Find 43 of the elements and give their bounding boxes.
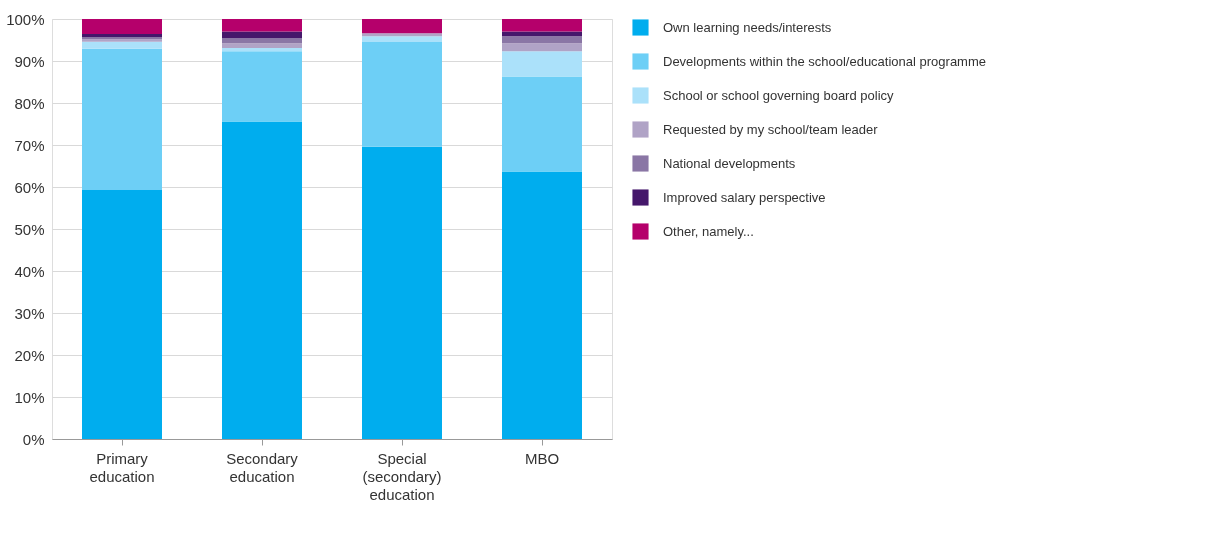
- legend-label: Developments within the school/educational programme: [663, 53, 987, 69]
- bar: [362, 33, 442, 37]
- y-tick-label: 30%: [14, 304, 45, 322]
- x-tick-label: Special (secondary) education: [362, 449, 442, 503]
- legend-label: Other, namely...: [663, 223, 754, 239]
- bar: [362, 146, 442, 439]
- y-tick-label: 70%: [14, 136, 45, 154]
- y-tick-label: 90%: [14, 52, 45, 70]
- bar: [502, 51, 582, 77]
- bar: [82, 19, 162, 35]
- x-tick-label: Secondary education: [226, 449, 299, 485]
- legend-label: Requested by my school/team leader: [663, 121, 879, 137]
- y-tick-label: 50%: [14, 220, 45, 238]
- bar: [82, 189, 162, 439]
- y-tick-label: 10%: [14, 388, 45, 406]
- y-tick-label: 40%: [14, 262, 45, 280]
- x-tick-label: MBO: [524, 449, 560, 467]
- bar: [222, 51, 302, 122]
- bar: [222, 121, 302, 439]
- bar: [502, 43, 582, 52]
- bar: [502, 36, 582, 44]
- bar: [82, 48, 162, 190]
- bar: [362, 42, 442, 147]
- bar: [222, 43, 302, 48]
- bar: [362, 19, 442, 34]
- x-tick-label: Primary education: [89, 449, 155, 485]
- y-tick-label: 0%: [22, 430, 45, 448]
- y-tick-label: 80%: [14, 94, 45, 112]
- bar: [222, 37, 302, 44]
- y-tick-label: 60%: [14, 178, 45, 196]
- y-tick-label: 100%: [6, 10, 45, 28]
- bar: [502, 19, 582, 32]
- legend-label: Own learning needs/interests: [663, 19, 832, 35]
- bar: [222, 19, 302, 32]
- legend-label: Improved salary perspective: [663, 189, 826, 205]
- bar: [502, 171, 582, 439]
- legend-label: School or school governing board policy: [663, 87, 895, 103]
- bar: [82, 41, 162, 49]
- y-tick-label: 20%: [14, 346, 45, 364]
- bar: [502, 76, 582, 172]
- bar: [222, 31, 302, 38]
- bar: [362, 36, 442, 43]
- legend-label: National developments: [663, 155, 796, 171]
